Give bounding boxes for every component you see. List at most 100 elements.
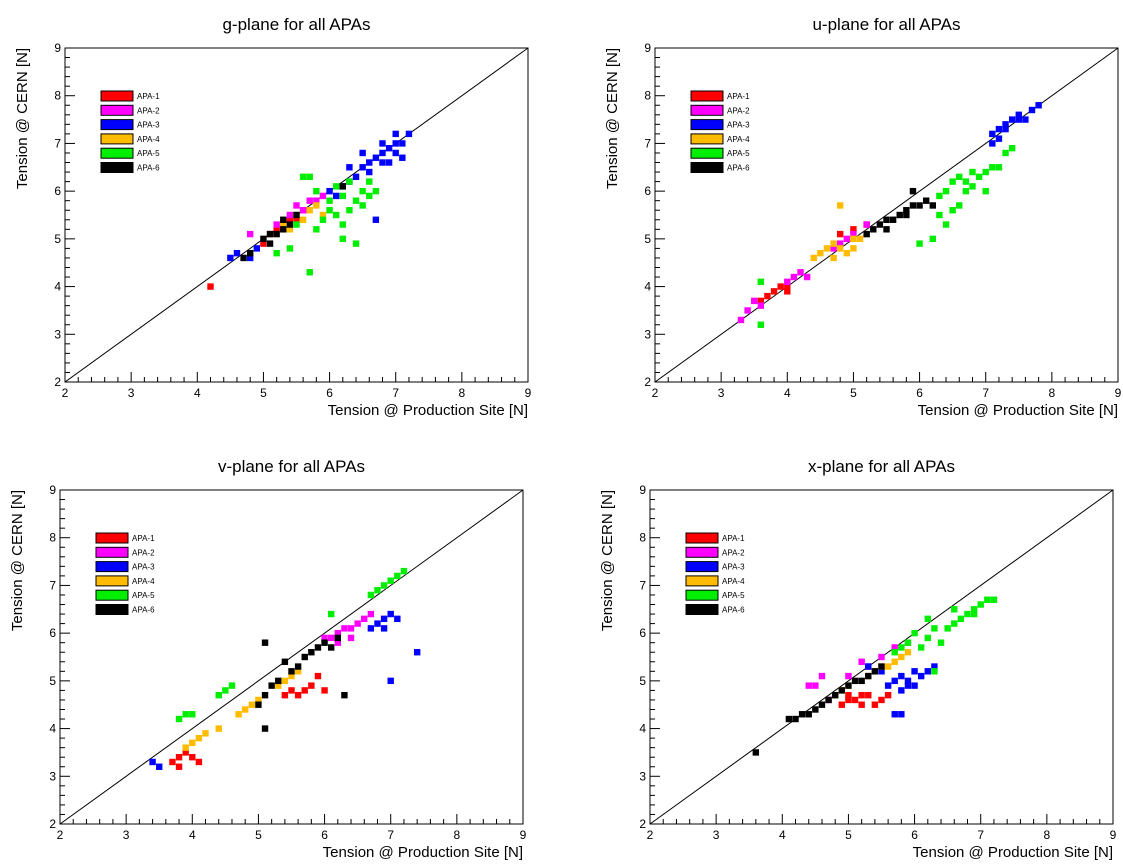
- data-point: [293, 202, 300, 209]
- data-point: [832, 691, 839, 699]
- data-point: [956, 202, 963, 209]
- data-point: [235, 711, 242, 718]
- data-point: [757, 302, 765, 309]
- legend-swatch: [95, 575, 129, 587]
- data-point: [175, 763, 183, 770]
- series-APA-2: [321, 610, 375, 646]
- data-point: [374, 587, 381, 594]
- plot-frame: [649, 489, 1114, 825]
- data-point: [982, 187, 989, 195]
- data-point: [379, 159, 386, 166]
- data-point: [898, 672, 905, 680]
- data-point: [372, 187, 380, 195]
- data-point: [400, 567, 408, 575]
- y-tick-label: 8: [644, 89, 651, 103]
- y-axis-label: Tension @ CERN [N]: [604, 48, 621, 189]
- data-point: [916, 240, 923, 247]
- axis-ticks: [59, 489, 524, 825]
- data-point: [372, 154, 380, 161]
- data-point: [273, 226, 280, 233]
- data-point: [837, 245, 844, 252]
- data-point: [301, 687, 308, 694]
- data-point: [837, 202, 844, 209]
- data-point: [817, 249, 824, 257]
- x-tick-label: 2: [652, 386, 659, 400]
- data-point: [293, 221, 300, 228]
- data-point: [805, 711, 812, 718]
- data-point: [891, 677, 898, 685]
- data-point: [764, 292, 771, 300]
- y-tick-label: 2: [644, 375, 651, 389]
- y-tick-label: 3: [54, 327, 61, 341]
- data-point: [319, 192, 327, 200]
- series-APA-2: [247, 192, 327, 238]
- data-point: [830, 254, 837, 262]
- data-point: [884, 682, 892, 689]
- y-tick-label: 9: [49, 483, 56, 497]
- data-point: [195, 758, 203, 766]
- data-point: [366, 159, 373, 166]
- legend-label: APA-4: [132, 577, 155, 586]
- chart-panel-1: g-plane for all APAs 2 3 4 5 6 7 8 9 2 3 4 5 6 7 8 9 Tens…: [14, 15, 532, 419]
- legend-swatch: [100, 90, 134, 102]
- data-point: [898, 644, 905, 651]
- data-point: [757, 297, 765, 305]
- data-point: [182, 711, 189, 718]
- data-point: [838, 701, 846, 708]
- data-point: [931, 663, 938, 670]
- legend-label: APA-6: [727, 164, 750, 173]
- data-point: [326, 207, 333, 214]
- data-point: [871, 701, 879, 708]
- legend-swatch: [690, 133, 724, 145]
- data-point: [1002, 149, 1009, 157]
- series-APA-6: [240, 183, 346, 262]
- y-tick-label: 2: [639, 817, 646, 831]
- data-point: [871, 668, 879, 675]
- legend-label: APA-6: [722, 606, 745, 615]
- data-point: [803, 273, 811, 281]
- data-point: [904, 649, 912, 656]
- y-tick-label: 3: [639, 769, 646, 783]
- y-tick-label: 8: [49, 531, 56, 545]
- data-point: [380, 615, 388, 623]
- data-point: [385, 145, 393, 152]
- data-point: [784, 278, 791, 285]
- data-point: [851, 677, 859, 685]
- data-point: [757, 278, 765, 285]
- data-point: [394, 615, 401, 623]
- data-point: [392, 149, 399, 157]
- y-tick-label: 4: [54, 280, 61, 294]
- series-APA-3: [989, 102, 1042, 147]
- data-point: [306, 173, 313, 181]
- data-point: [326, 197, 333, 204]
- y-tick-label: 8: [54, 89, 61, 103]
- data-point: [830, 240, 837, 247]
- data-point: [242, 706, 249, 713]
- data-point: [970, 606, 978, 613]
- data-point: [359, 164, 366, 171]
- data-point: [327, 634, 335, 642]
- y-tick-label: 6: [49, 626, 56, 640]
- legend-swatch: [685, 532, 719, 544]
- y-axis-label: Tension @ CERN [N]: [9, 490, 26, 631]
- data-point: [903, 211, 910, 219]
- legend-swatch: [685, 546, 719, 558]
- data-point: [898, 711, 905, 718]
- data-point: [812, 682, 819, 689]
- data-point: [878, 668, 885, 675]
- data-point: [227, 254, 234, 262]
- data-point: [314, 644, 322, 651]
- data-point: [301, 653, 308, 661]
- plot-frame: [64, 47, 529, 383]
- series-APA-5: [757, 145, 1016, 328]
- x-tick-label: 7: [392, 386, 399, 400]
- data-point: [332, 211, 340, 219]
- x-axis-label: Tension @ Production Site [N]: [918, 402, 1118, 419]
- data-point: [790, 273, 798, 281]
- data-point: [942, 187, 950, 195]
- x-tick-label: 5: [845, 828, 852, 842]
- data-point: [837, 230, 844, 238]
- data-point: [380, 582, 388, 589]
- data-point: [366, 192, 373, 200]
- data-point: [280, 226, 287, 233]
